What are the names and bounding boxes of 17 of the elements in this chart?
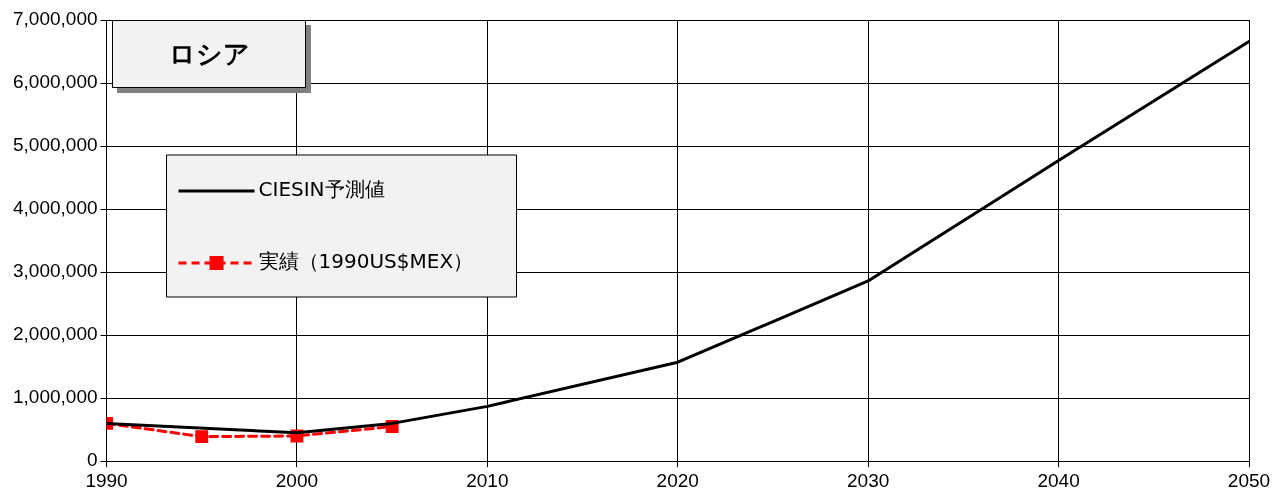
x-tick-label: 2010 bbox=[466, 469, 509, 491]
x-tick-label: 2020 bbox=[656, 469, 699, 491]
x-tick-label: 2000 bbox=[275, 469, 319, 491]
x-tick-label: 2050 bbox=[1227, 469, 1271, 491]
y-tick-label: 7,000,000 bbox=[12, 8, 98, 30]
y-tick-label: 5,000,000 bbox=[12, 134, 98, 156]
x-tick-label: 2040 bbox=[1037, 469, 1080, 491]
legend-label: CIESIN予測値 bbox=[258, 177, 385, 202]
y-tick-label: 2,000,000 bbox=[12, 323, 98, 345]
y-tick-label: 0 bbox=[86, 449, 98, 471]
y-tick-label: 3,000,000 bbox=[12, 260, 98, 282]
y-tick-label: 4,000,000 bbox=[12, 197, 98, 219]
y-tick-label: 1,000,000 bbox=[12, 386, 98, 408]
x-tick-label: 1990 bbox=[85, 469, 128, 491]
legend-label: 実績（1990US$MEX） bbox=[258, 249, 474, 274]
y-tick-label: 6,000,000 bbox=[12, 71, 98, 93]
x-tick-label: 2030 bbox=[847, 469, 890, 491]
